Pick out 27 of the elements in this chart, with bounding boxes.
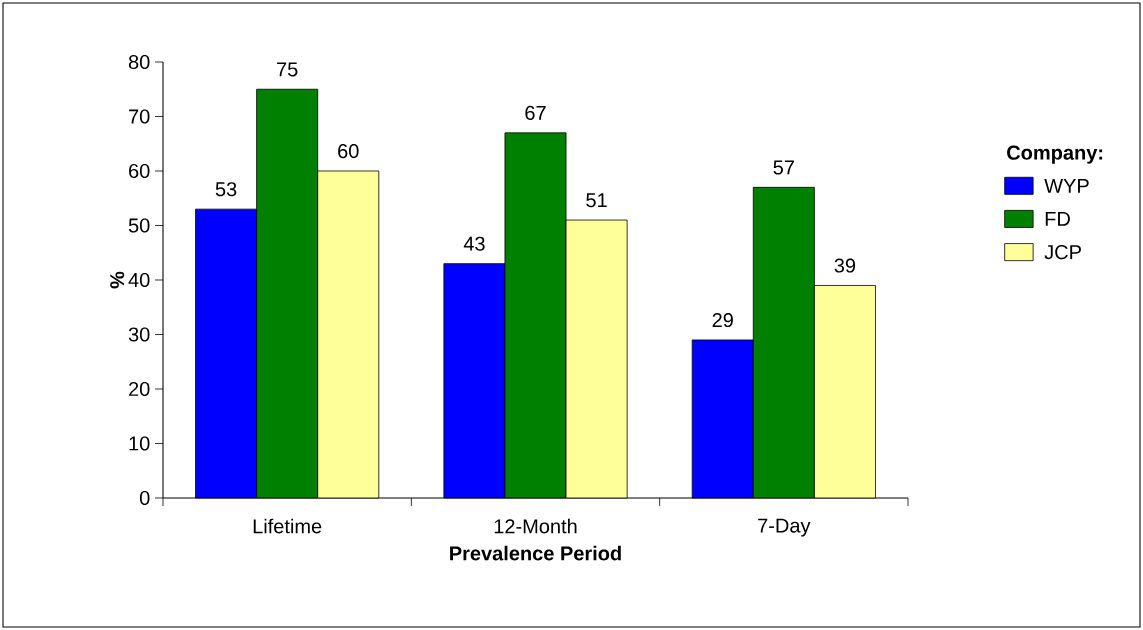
data-label: 57	[773, 160, 794, 175]
legend-title: Company:	[1007, 145, 1103, 164]
data-label: 67	[525, 105, 546, 120]
y-axis-title: %	[110, 271, 125, 289]
data-label: 43	[463, 236, 485, 251]
y-tick-label: 40	[128, 272, 150, 288]
x-tick-label: Lifetime	[253, 518, 322, 534]
data-label: 75	[277, 62, 298, 77]
y-tick-label: 70	[129, 109, 150, 124]
x-tick-label: 12-Month	[494, 518, 577, 534]
data-label: 29	[712, 312, 733, 328]
data-label: 60	[338, 143, 359, 159]
x-axis-title: Prevalence Period	[450, 545, 621, 561]
y-tick-label: 30	[128, 327, 150, 342]
y-tick-label: 60	[129, 163, 150, 179]
y-tick-label: 50	[128, 218, 150, 233]
data-label: 39	[834, 258, 856, 273]
data-label: 51	[586, 193, 607, 208]
legend-label: WYP	[1044, 178, 1089, 193]
y-tick-label: 10	[129, 436, 150, 451]
legend-label: FD	[1045, 211, 1070, 226]
legend-label: JCP	[1044, 245, 1081, 260]
y-tick-label: 20	[129, 381, 150, 397]
data-label: 53	[215, 182, 237, 197]
y-tick-label: 80	[128, 54, 150, 70]
y-tick-label: 0	[139, 490, 150, 506]
x-tick-label: 7-Day	[758, 518, 811, 537]
